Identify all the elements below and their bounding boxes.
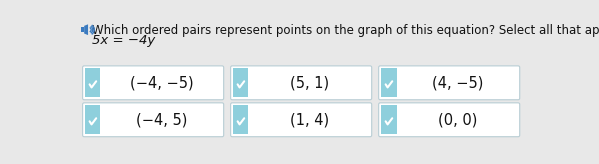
Polygon shape <box>84 24 88 35</box>
FancyBboxPatch shape <box>379 103 520 137</box>
Bar <box>233 68 249 97</box>
Bar <box>85 68 101 97</box>
Bar <box>381 68 397 97</box>
FancyBboxPatch shape <box>379 66 520 100</box>
Bar <box>85 105 101 134</box>
Text: (4, −5): (4, −5) <box>432 75 483 90</box>
FancyBboxPatch shape <box>83 103 223 137</box>
Text: (−4, 5): (−4, 5) <box>136 112 187 127</box>
Text: (1, 4): (1, 4) <box>290 112 329 127</box>
Bar <box>381 105 397 134</box>
Text: 5x = −4y: 5x = −4y <box>92 34 155 47</box>
Text: (−4, −5): (−4, −5) <box>130 75 193 90</box>
FancyBboxPatch shape <box>83 66 223 100</box>
FancyBboxPatch shape <box>231 103 372 137</box>
Bar <box>81 27 84 32</box>
Text: (0, 0): (0, 0) <box>438 112 477 127</box>
FancyBboxPatch shape <box>231 66 372 100</box>
Bar <box>233 105 249 134</box>
Text: (5, 1): (5, 1) <box>290 75 329 90</box>
Text: Which ordered pairs represent points on the graph of this equation? Select all t: Which ordered pairs represent points on … <box>92 24 599 37</box>
